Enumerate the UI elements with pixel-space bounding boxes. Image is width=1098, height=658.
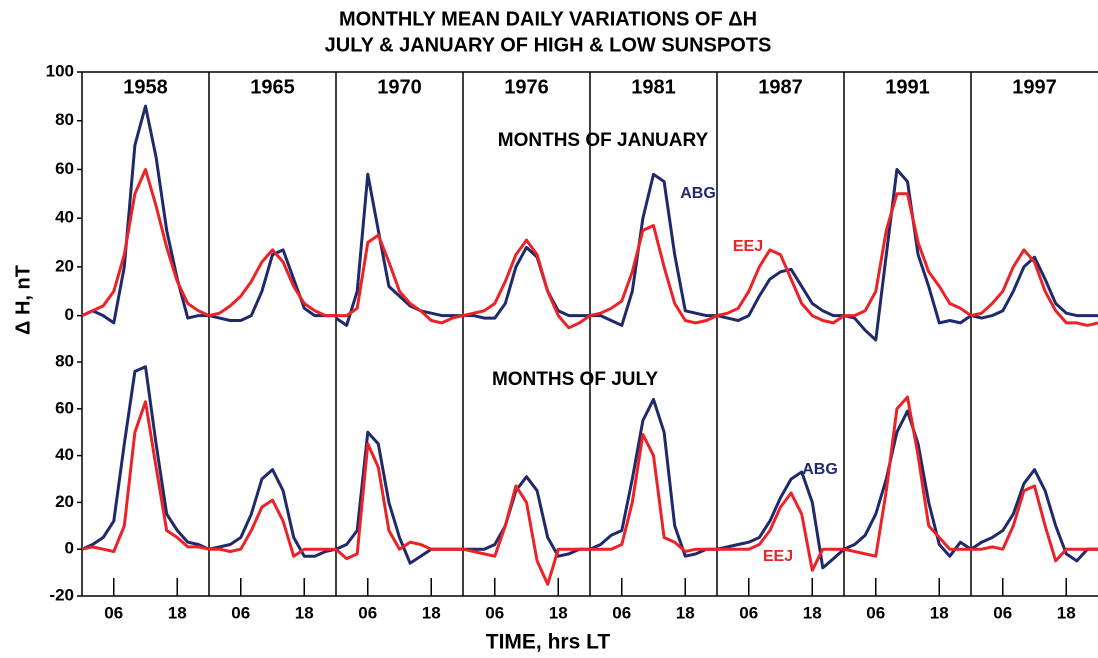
- x-tick-label: 06: [231, 603, 250, 622]
- year-label: 1991: [885, 76, 930, 98]
- series-line: [970, 468, 1098, 563]
- year-label: 1987: [758, 76, 803, 98]
- year-label: 1965: [250, 76, 295, 98]
- series-line: [336, 233, 464, 325]
- series-line: [844, 192, 972, 318]
- series-line: [970, 248, 1098, 327]
- x-tick-label: 06: [866, 603, 885, 622]
- series-line: [81, 104, 209, 325]
- x-tick-label: 18: [168, 603, 187, 622]
- year-label: 1970: [377, 76, 422, 98]
- y-axis-label: Δ H, nT: [12, 265, 34, 335]
- series-line: [209, 498, 336, 558]
- series-line: [590, 172, 717, 327]
- y-tick-label: 40: [55, 445, 74, 464]
- series-line: [717, 491, 844, 572]
- series-line: [463, 245, 590, 320]
- series-line: [971, 484, 1098, 563]
- series-line: [716, 267, 844, 322]
- series-label: ABG: [802, 461, 838, 478]
- series-line: [462, 484, 590, 586]
- series-line: [81, 400, 210, 553]
- y-tick-label: 20: [55, 492, 74, 511]
- x-tick-label: 18: [676, 603, 695, 622]
- series-line: [716, 248, 845, 325]
- series-line: [970, 255, 1098, 320]
- series-line: [81, 168, 210, 317]
- series-line: [335, 172, 463, 327]
- x-tick-label: 06: [993, 603, 1012, 622]
- x-tick-label: 06: [612, 603, 631, 622]
- y-tick-label: 100: [46, 61, 74, 80]
- series-line: [208, 468, 337, 558]
- x-tick-label: 06: [485, 603, 504, 622]
- series-line: [590, 433, 717, 553]
- year-label: 1958: [123, 76, 168, 98]
- series-line: [462, 238, 591, 330]
- y-tick-label: 0: [65, 539, 74, 558]
- year-label: 1981: [631, 76, 676, 98]
- y-tick-label: 20: [55, 256, 74, 275]
- series-label: EEJ: [763, 548, 793, 565]
- series-line: [208, 248, 336, 322]
- panel-label: MONTHS OF JANUARY: [498, 130, 709, 151]
- y-tick-label: -20: [49, 585, 74, 604]
- series-line: [589, 397, 717, 558]
- year-label: 1976: [504, 76, 549, 98]
- y-tick-label: 80: [55, 110, 74, 129]
- chart-title: MONTHLY MEAN DAILY VARIATIONS OF ΔH: [339, 8, 757, 30]
- x-tick-label: 06: [104, 603, 123, 622]
- year-label: 1997: [1012, 76, 1057, 98]
- x-tick-label: 18: [422, 603, 441, 622]
- x-tick-label: 18: [930, 603, 949, 622]
- chart-subtitle: JULY & JANUARY OF HIGH & LOW SUNSPOTS: [325, 34, 772, 56]
- y-tick-label: 80: [55, 351, 74, 370]
- series-line: [335, 430, 463, 565]
- x-axis-label: TIME, hrs LT: [486, 631, 611, 654]
- x-tick-label: 18: [295, 603, 314, 622]
- series-line: [843, 395, 971, 558]
- series-line: [463, 475, 590, 558]
- x-tick-label: 06: [358, 603, 377, 622]
- series-line: [843, 168, 972, 342]
- y-tick-label: 60: [55, 398, 74, 417]
- series-line: [81, 365, 210, 551]
- series-line: [589, 224, 718, 325]
- panel-label: MONTHS OF JULY: [492, 369, 658, 390]
- x-tick-label: 06: [739, 603, 758, 622]
- series-line: [716, 470, 845, 570]
- series-label: ABG: [680, 185, 716, 202]
- y-tick-label: 40: [55, 208, 74, 227]
- series-label: EEJ: [733, 238, 763, 255]
- y-tick-label: 60: [55, 159, 74, 178]
- series-line: [335, 442, 463, 561]
- x-tick-label: 18: [549, 603, 568, 622]
- series-line: [843, 409, 972, 558]
- series-line: [208, 248, 336, 318]
- y-tick-label: 0: [65, 305, 74, 324]
- x-tick-label: 18: [803, 603, 822, 622]
- x-tick-label: 18: [1057, 603, 1076, 622]
